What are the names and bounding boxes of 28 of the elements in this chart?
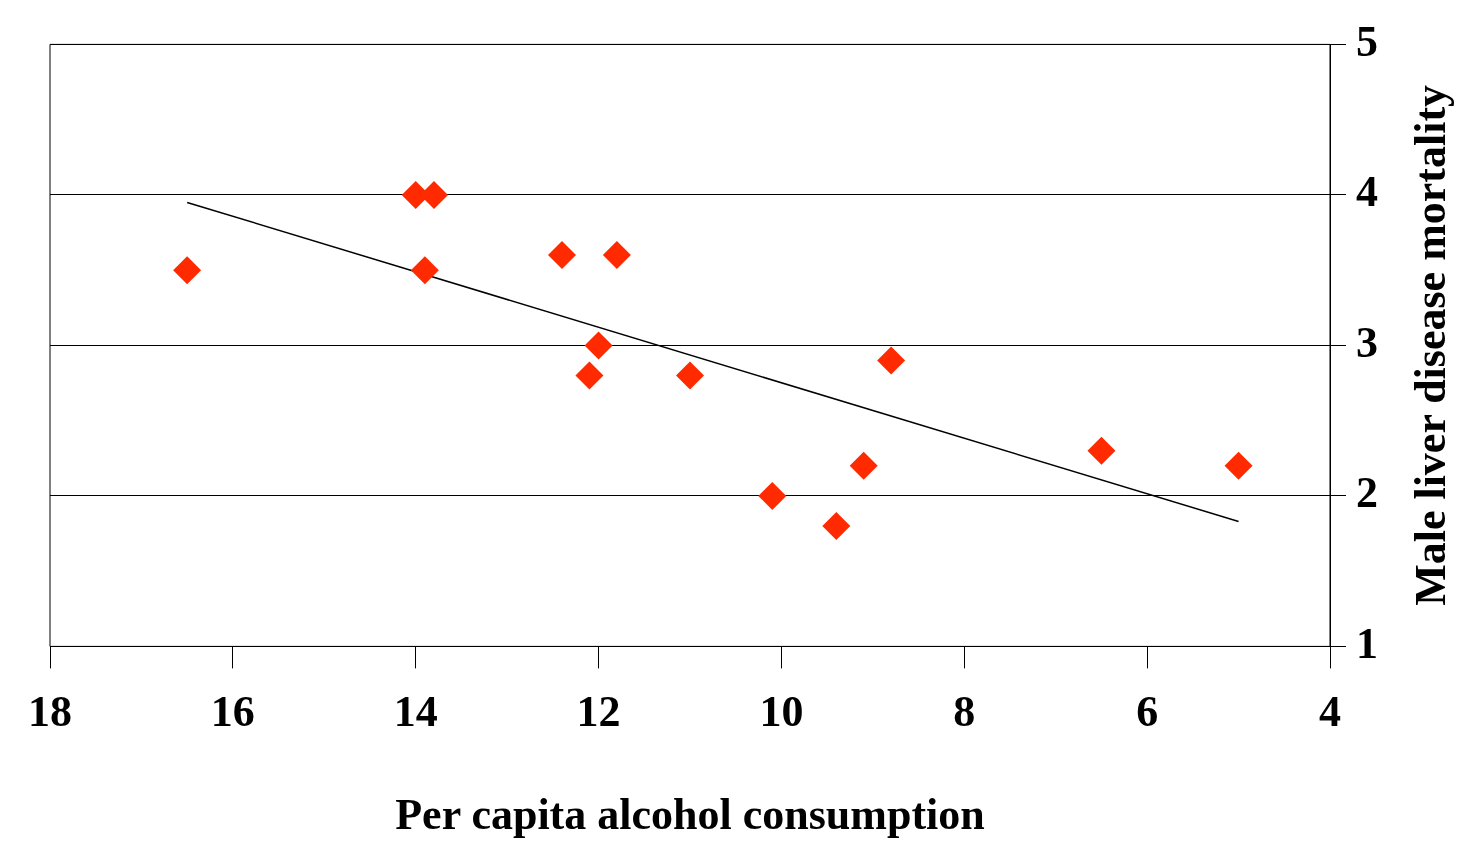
point	[584, 331, 613, 360]
y-tick-label: 3	[1356, 317, 1378, 367]
y-tick-label: 1	[1356, 618, 1378, 668]
point	[676, 361, 704, 390]
point	[410, 256, 439, 285]
x-axis-title: Per capita alcohol consumption	[395, 789, 985, 839]
point	[758, 481, 787, 510]
point	[575, 361, 604, 390]
x-tick-label: 12	[576, 687, 621, 737]
point	[548, 241, 576, 270]
x-tick-label: 18	[28, 687, 72, 737]
x-tick-label: 14	[393, 687, 438, 737]
x-tick-label: 16	[210, 687, 255, 737]
y-axis-title: Male liver disease mortality	[1406, 84, 1456, 606]
point	[602, 241, 631, 270]
point	[822, 512, 851, 540]
y-tick-label: 2	[1356, 468, 1378, 518]
point	[849, 451, 878, 480]
x-tick-label: 8	[953, 687, 976, 737]
point	[1224, 451, 1253, 480]
point	[173, 256, 202, 285]
x-tick-label: 6	[1136, 687, 1159, 737]
x-tick-label: 4	[1319, 687, 1341, 737]
y-tick-label: 4	[1356, 167, 1378, 217]
y-tick-label: 5	[1356, 16, 1378, 66]
x-tick-label: 10	[759, 687, 804, 737]
point	[1087, 436, 1116, 465]
point	[877, 346, 906, 375]
